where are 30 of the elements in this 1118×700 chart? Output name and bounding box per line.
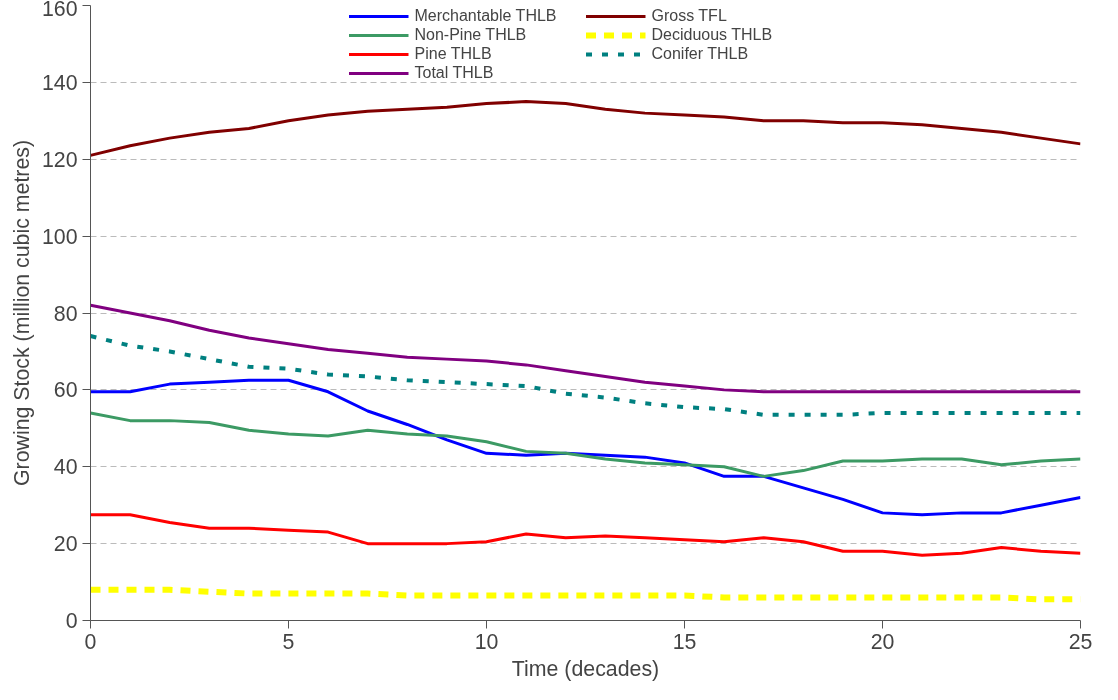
y-tick-label: 0: [65, 609, 78, 633]
y-tick-label: 120: [41, 147, 78, 172]
line-series: [90, 513, 1081, 557]
y-tick-label: 160: [41, 0, 78, 21]
legend-label: Non-Pine THLB: [414, 26, 528, 44]
line-series: [90, 411, 1081, 478]
x-axis-title: Time (decades): [511, 656, 660, 681]
y-tick-label: 20: [53, 532, 78, 557]
x-tick-label: 5: [282, 629, 295, 654]
legend-label: Deciduous THLB: [651, 26, 774, 44]
legend-label: Merchantable THLB: [414, 7, 558, 25]
legend-label: Conifer THLB: [651, 45, 750, 63]
legend-label: Pine THLB: [414, 45, 493, 63]
y-tick-label: 100: [41, 224, 78, 249]
y-tick-label: 140: [41, 70, 78, 95]
x-tick-label: 20: [870, 629, 895, 654]
y-tick-label: 40: [53, 455, 78, 480]
line-series: [90, 378, 1081, 517]
line-series: [90, 100, 1081, 157]
y-tick-label: 80: [53, 301, 78, 326]
x-tick-label: 15: [672, 629, 697, 654]
y-tick-label: 60: [53, 378, 78, 403]
line-series: [90, 334, 1081, 417]
x-tick-label: 10: [474, 629, 499, 654]
x-tick-label: 0: [84, 629, 97, 654]
legend-label: Total THLB: [414, 64, 495, 82]
legend-label: Gross TFL: [651, 7, 728, 25]
x-tick-label: 25: [1068, 629, 1093, 654]
line-series: [90, 303, 1081, 394]
y-axis-title: Growing Stock (million cubic metres): [9, 139, 34, 487]
